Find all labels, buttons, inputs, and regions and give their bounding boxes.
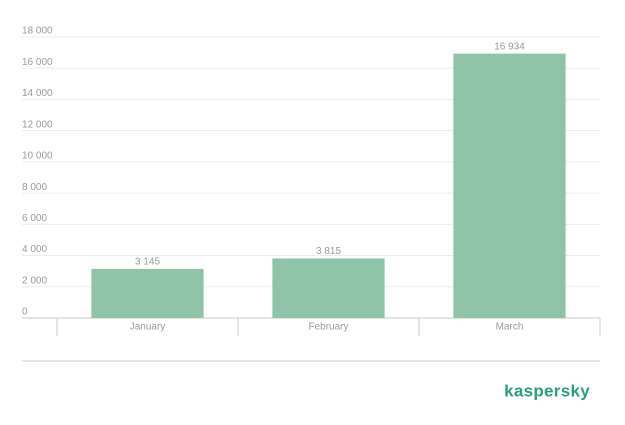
value-label: 3 145 [135,257,160,268]
y-tick-label: 6 000 [22,213,47,224]
value-label: 16 934 [494,41,525,52]
y-tick-label: 2 000 [22,275,47,286]
x-tick-label: March [496,322,524,333]
bar [453,53,566,318]
y-tick-label: 10 000 [22,151,53,162]
x-tick-label: January [130,322,166,333]
y-tick-label: 8 000 [22,182,47,193]
bar [272,258,385,318]
y-tick-label: 12 000 [22,119,53,130]
x-tick-label: February [308,322,348,333]
bar [91,268,204,318]
y-tick-label: 0 [22,307,28,318]
y-tick-label: 14 000 [22,88,53,99]
y-tick-label: 18 000 [22,26,53,37]
y-tick-label: 16 000 [22,57,53,68]
value-label: 3 815 [316,246,341,257]
brand-logo: kaspersky [504,381,590,400]
y-tick-label: 4 000 [22,244,47,255]
